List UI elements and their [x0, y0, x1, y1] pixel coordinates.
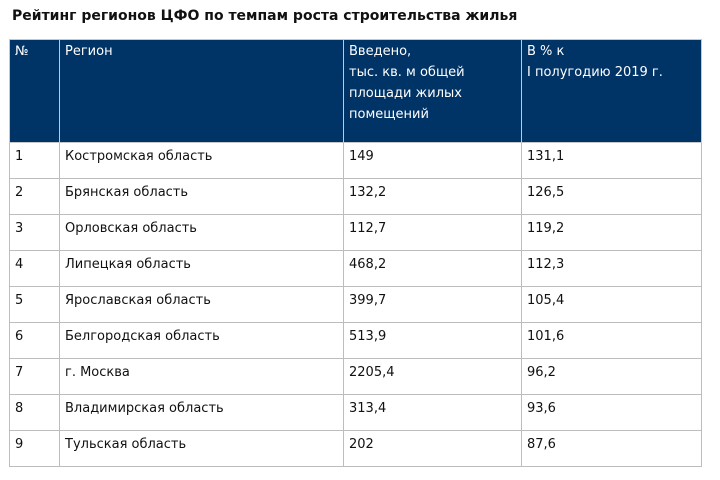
- header-built-line: Введено,: [349, 44, 412, 59]
- table-row: 9 Тульская область 202 87,6: [9, 430, 702, 467]
- header-num: №: [9, 39, 60, 143]
- cell-pct: 126,5: [521, 178, 702, 215]
- cell-num: 3: [9, 214, 60, 251]
- header-pct-line: I полугодию 2019 г.: [527, 65, 663, 80]
- header-pct-line: В % к: [527, 44, 565, 59]
- cell-built: 112,7: [343, 214, 522, 251]
- table-row: 5 Ярославская область 399,7 105,4: [9, 286, 702, 323]
- header-built: Введено, тыс. кв. м общей площади жилых …: [343, 39, 522, 143]
- rating-table: № Регион Введено, тыс. кв. м общей площа…: [9, 39, 702, 467]
- cell-pct: 131,1: [521, 142, 702, 179]
- cell-built: 313,4: [343, 394, 522, 431]
- cell-pct: 101,6: [521, 322, 702, 359]
- header-built-line: тыс. кв. м общей: [349, 65, 465, 80]
- cell-num: 6: [9, 322, 60, 359]
- cell-pct: 112,3: [521, 250, 702, 287]
- cell-num: 4: [9, 250, 60, 287]
- cell-num: 7: [9, 358, 60, 395]
- cell-region: Костромская область: [59, 142, 344, 179]
- header-built-line: площади жилых: [349, 86, 462, 101]
- cell-built: 468,2: [343, 250, 522, 287]
- table-row: 6 Белгородская область 513,9 101,6: [9, 322, 702, 359]
- header-built-line: помещений: [349, 107, 429, 122]
- table-row: 7 г. Москва 2205,4 96,2: [9, 358, 702, 395]
- cell-region: Владимирская область: [59, 394, 344, 431]
- header-region-label: Регион: [65, 44, 113, 59]
- table-header-row: № Регион Введено, тыс. кв. м общей площа…: [9, 39, 702, 143]
- cell-num: 1: [9, 142, 60, 179]
- table-row: 2 Брянская область 132,2 126,5: [9, 178, 702, 215]
- table-row: 1 Костромская область 149 131,1: [9, 142, 702, 179]
- cell-pct: 119,2: [521, 214, 702, 251]
- cell-region: Белгородская область: [59, 322, 344, 359]
- cell-pct: 105,4: [521, 286, 702, 323]
- cell-num: 9: [9, 430, 60, 467]
- cell-region: г. Москва: [59, 358, 344, 395]
- cell-built: 399,7: [343, 286, 522, 323]
- cell-region: Ярославская область: [59, 286, 344, 323]
- cell-region: Орловская область: [59, 214, 344, 251]
- header-num-label: №: [15, 44, 29, 59]
- header-pct: В % к I полугодию 2019 г.: [521, 39, 702, 143]
- cell-built: 149: [343, 142, 522, 179]
- cell-region: Тульская область: [59, 430, 344, 467]
- page-title: Рейтинг регионов ЦФО по темпам роста стр…: [12, 8, 518, 24]
- cell-region: Липецкая область: [59, 250, 344, 287]
- cell-num: 8: [9, 394, 60, 431]
- table-row: 8 Владимирская область 313,4 93,6: [9, 394, 702, 431]
- cell-region: Брянская область: [59, 178, 344, 215]
- cell-pct: 87,6: [521, 430, 702, 467]
- table-row: 3 Орловская область 112,7 119,2: [9, 214, 702, 251]
- table-row: 4 Липецкая область 468,2 112,3: [9, 250, 702, 287]
- cell-pct: 96,2: [521, 358, 702, 395]
- cell-pct: 93,6: [521, 394, 702, 431]
- cell-built: 513,9: [343, 322, 522, 359]
- cell-built: 132,2: [343, 178, 522, 215]
- header-region: Регион: [59, 39, 344, 143]
- cell-built: 202: [343, 430, 522, 467]
- cell-num: 2: [9, 178, 60, 215]
- cell-num: 5: [9, 286, 60, 323]
- cell-built: 2205,4: [343, 358, 522, 395]
